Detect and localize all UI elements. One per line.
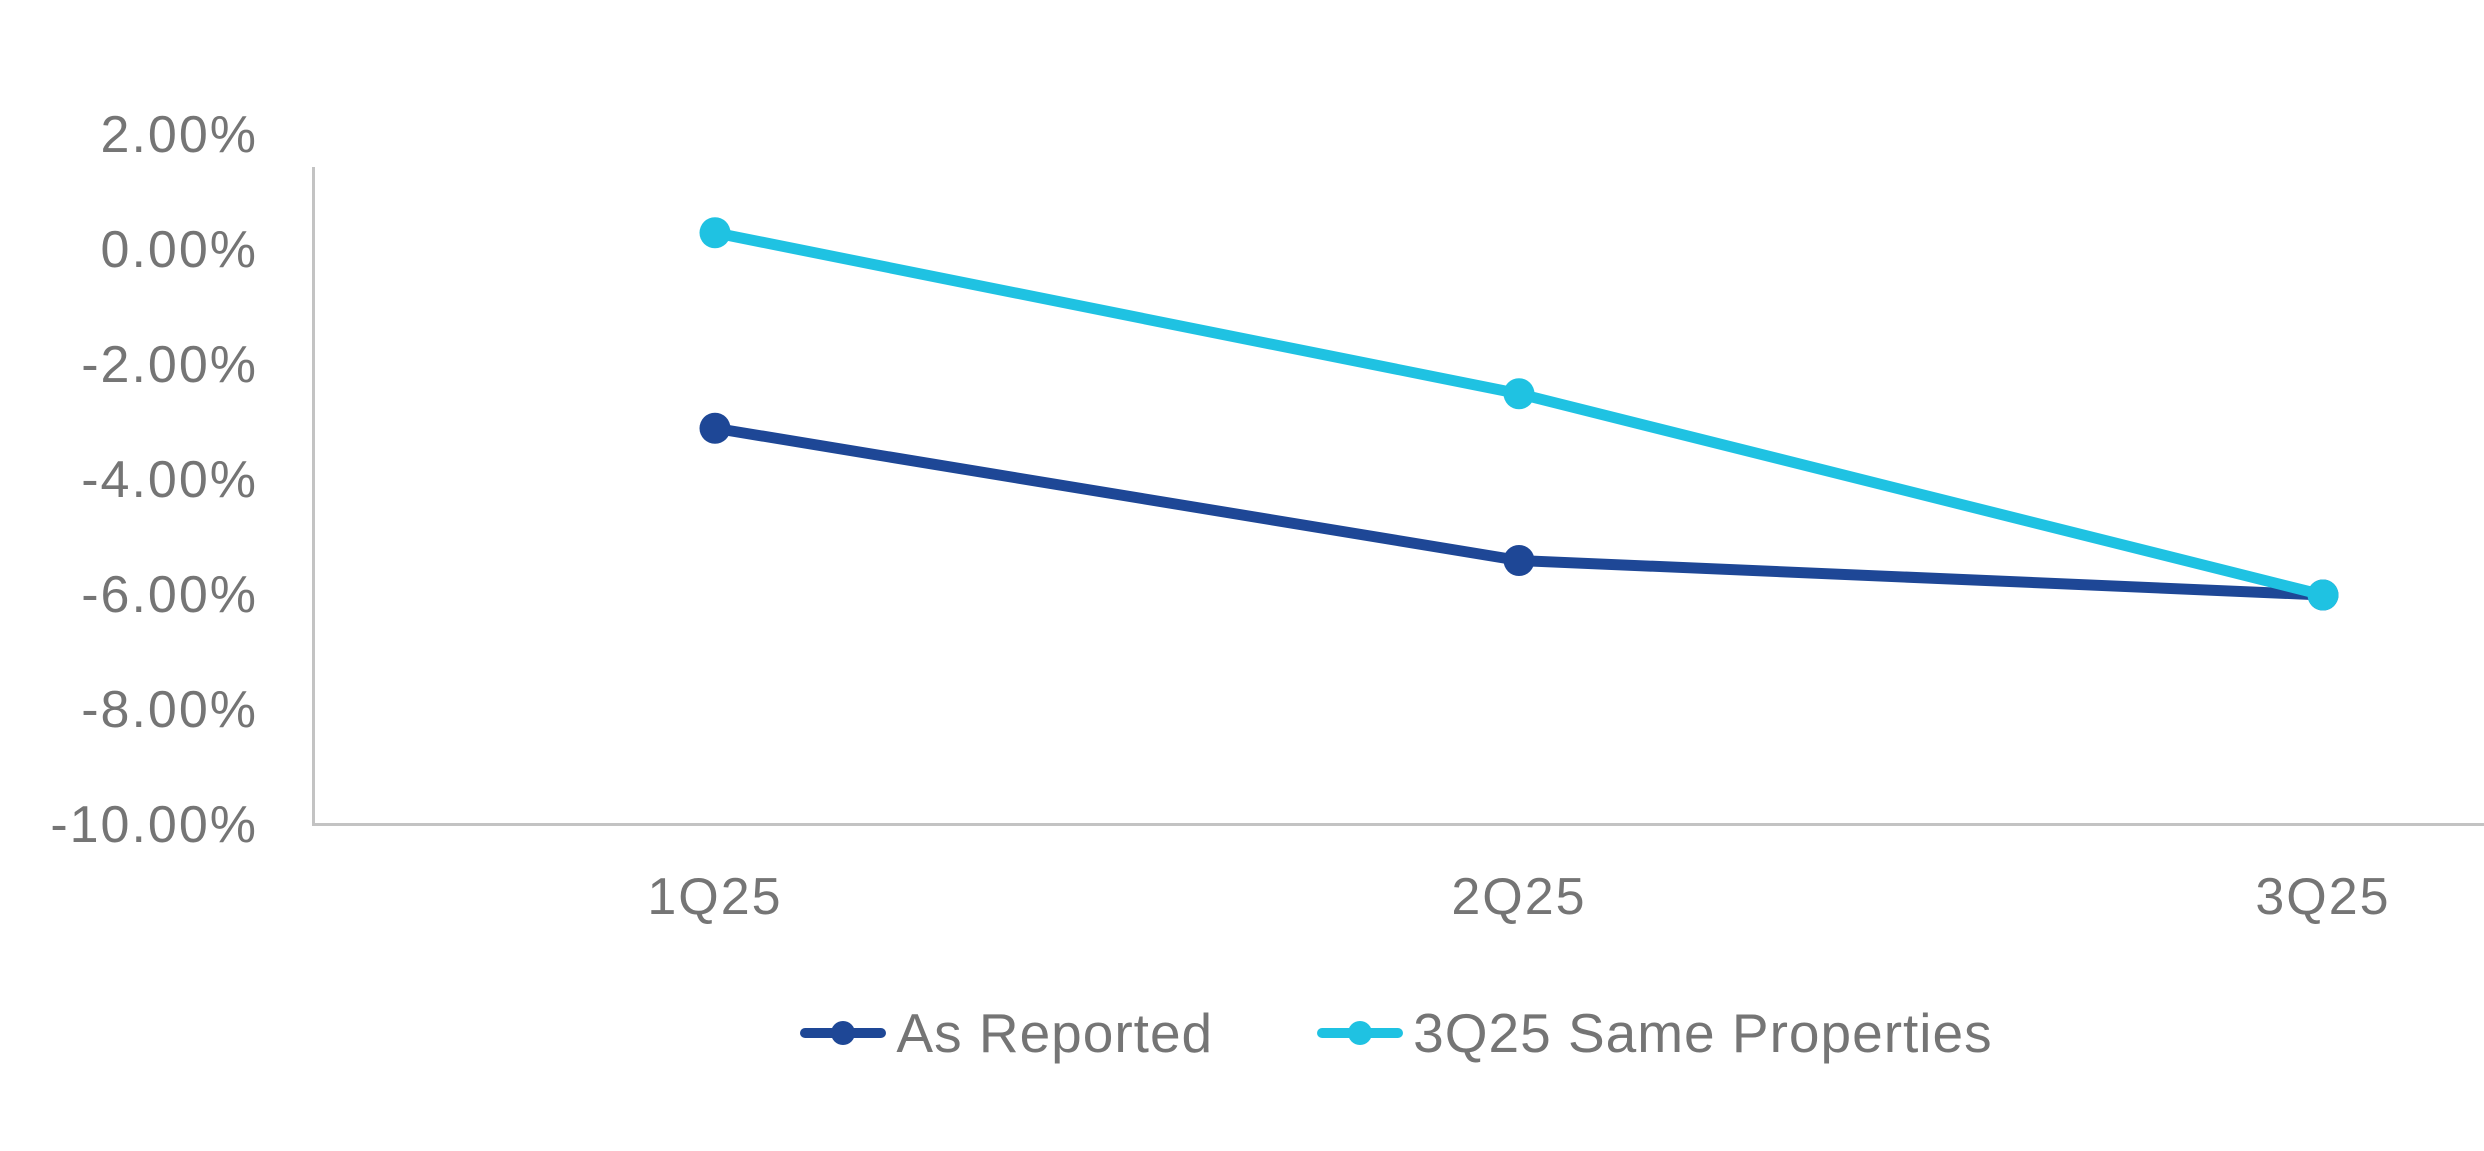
legend-label-3q25-same-properties: 3Q25 Same Properties [1413,1002,1993,1064]
data-point-marker-0-2Q25 [1503,545,1535,576]
y-tick-label: -2.00% [81,336,258,394]
legend-item-as-reported: As Reported [800,1001,1213,1065]
legend-label-as-reported: As Reported [896,1002,1214,1064]
data-point-marker-1-3Q25 [2307,579,2339,611]
x-category-label: 1Q25 [647,868,782,926]
x-category-label: 2Q25 [1451,868,1586,926]
same-properties-legend-marker-icon [1317,1028,1404,1038]
y-tick-label: 2.00% [101,106,258,164]
y-tick-label: -10.00% [50,796,258,854]
y-tick-label: -4.00% [81,451,258,509]
data-point-marker-0-1Q25 [699,412,731,444]
y-tick-label: 0.00% [101,221,258,279]
series-line-1 [709,227,2329,601]
legend-item-3q25-same-properties: 3Q25 Same Properties [1317,1001,1992,1065]
y-tick-label: -8.00% [81,681,258,739]
y-tick-label: -6.00% [81,566,258,624]
data-point-marker-1-2Q25 [1503,378,1535,410]
x-category-label: 3Q25 [2255,868,2390,926]
chart-legend: As Reported 3Q25 Same Properties [313,1001,2480,1065]
data-point-marker-1-1Q25 [699,217,731,249]
as-reported-legend-marker-icon [800,1028,887,1038]
